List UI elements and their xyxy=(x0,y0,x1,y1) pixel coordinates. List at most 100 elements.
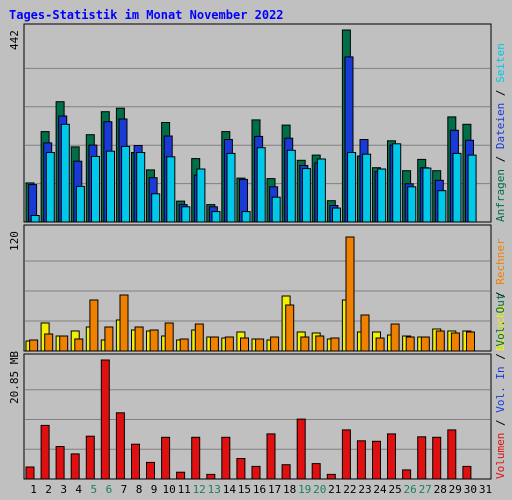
bar-volumen-day-22 xyxy=(341,429,351,480)
hits-panel: 442 Anfragen / Dateien / Seiten xyxy=(8,23,507,223)
x-tick-label: 19 xyxy=(298,483,311,496)
bar-seiten-day-19 xyxy=(301,168,311,223)
legend-item: Rechner xyxy=(494,238,507,285)
bar-volumen-day-19 xyxy=(296,418,306,480)
volume-panel: 20.85 MB Volumen / Vol. In / Vol. Out xyxy=(8,294,507,480)
bar-seiten-day-1 xyxy=(30,215,40,223)
legend-separator: / xyxy=(494,149,507,169)
bar-rechner-day-5 xyxy=(89,299,99,352)
x-tick-label: 25 xyxy=(388,483,401,496)
bar-volumen-day-8 xyxy=(131,443,140,480)
bar-volumen-day-25 xyxy=(387,433,396,480)
bar-seiten-day-2 xyxy=(45,152,55,223)
x-tick-label: 1 xyxy=(30,483,37,496)
bar-volumen-day-21 xyxy=(326,473,336,480)
legend-item: Seiten xyxy=(494,43,507,83)
x-tick-label: 24 xyxy=(373,483,387,496)
legend-item: Volumen xyxy=(494,433,507,479)
bar-volumen-day-9 xyxy=(146,461,155,480)
x-tick-label: 27 xyxy=(419,483,432,496)
bar-rechner-day-30 xyxy=(466,331,475,352)
x-tick-label: 23 xyxy=(358,483,371,496)
bar-seiten-day-16 xyxy=(256,147,266,223)
bar-seiten-day-9 xyxy=(151,193,161,223)
x-tick-label: 31 xyxy=(479,483,492,496)
bar-volumen-day-29 xyxy=(447,429,457,480)
x-tick-label: 12 xyxy=(193,483,206,496)
x-tick-label: 20 xyxy=(313,483,326,496)
bar-seiten-day-23 xyxy=(362,153,372,223)
bar-rechner-day-25 xyxy=(390,323,400,352)
panel-frame xyxy=(23,224,492,352)
bar-rechner-day-14 xyxy=(224,336,234,352)
bar-rechner-day-22 xyxy=(345,236,355,352)
x-tick-label: 5 xyxy=(90,483,97,496)
bar-seiten-day-18 xyxy=(286,149,296,223)
bar-volumen-day-2 xyxy=(40,424,50,480)
legend-text: Anfragen / Dateien / Seiten xyxy=(494,43,507,222)
bar-volumen-day-5 xyxy=(85,435,95,480)
legend-item: Vol. In xyxy=(494,366,507,412)
bar-seiten-day-21 xyxy=(332,207,341,223)
bar-rechner-day-7 xyxy=(119,294,129,352)
x-tick-label: 7 xyxy=(121,483,128,496)
bar-volumen-day-16 xyxy=(251,465,261,480)
bar-seiten-day-27 xyxy=(422,167,432,223)
bar-seiten-day-30 xyxy=(467,154,477,223)
bar-seiten-day-24 xyxy=(377,168,387,223)
bar-rechner-day-6 xyxy=(104,326,114,352)
bar-rechner-day-18 xyxy=(285,304,295,352)
bar-seiten-day-22 xyxy=(347,152,357,223)
legend-separator: / xyxy=(494,347,507,367)
bar-volumen-day-12 xyxy=(191,436,201,480)
x-tick-label: 9 xyxy=(151,483,158,496)
legend-text: Besuche / Rechner xyxy=(494,238,507,351)
bar-volumen-day-30 xyxy=(462,465,472,480)
bar-rechner-day-20 xyxy=(315,335,325,352)
bar-rechner-day-4 xyxy=(74,338,84,352)
x-tick-label: 8 xyxy=(136,483,143,496)
x-tick-label: 13 xyxy=(208,483,221,496)
bar-volumen-day-3 xyxy=(55,446,65,480)
bar-rechner-day-3 xyxy=(59,335,69,352)
x-tick-label: 30 xyxy=(464,483,477,496)
x-tick-label: 17 xyxy=(268,483,281,496)
bar-volumen-day-27 xyxy=(417,436,427,480)
bar-rechner-day-13 xyxy=(209,336,219,352)
legend-item: Dateien xyxy=(494,103,507,149)
bar-seiten-day-7 xyxy=(121,145,131,223)
x-tick-label: 6 xyxy=(106,483,113,496)
bar-seiten-day-6 xyxy=(106,150,115,223)
bar-seiten-day-4 xyxy=(75,185,85,223)
x-tick-label: 2 xyxy=(45,483,52,496)
bar-volumen-day-6 xyxy=(100,359,110,480)
bar-rechner-day-28 xyxy=(435,330,445,352)
bar-volumen-day-7 xyxy=(115,412,125,480)
legend-text: Volumen / Vol. In / Vol. Out xyxy=(494,294,507,479)
visits-panel: 120 Besuche / Rechner xyxy=(8,224,507,352)
bar-volumen-day-1 xyxy=(25,466,35,480)
x-tick-label: 11 xyxy=(178,483,191,496)
y-axis-max-label: 442 xyxy=(8,30,21,50)
bar-seiten-day-20 xyxy=(316,158,326,223)
bar-rechner-day-27 xyxy=(420,336,430,352)
x-tick-label: 14 xyxy=(223,483,237,496)
bar-rechner-day-11 xyxy=(179,338,189,352)
bar-volumen-day-26 xyxy=(402,469,412,480)
bar-rechner-day-23 xyxy=(360,314,370,352)
bar-volumen-day-10 xyxy=(161,436,171,480)
bar-rechner-day-2 xyxy=(44,333,54,352)
bar-rechner-day-10 xyxy=(164,322,174,352)
bar-seiten-day-13 xyxy=(211,211,221,223)
y-axis-max-label: 20.85 MB xyxy=(8,351,21,404)
x-tick-label: 3 xyxy=(60,483,67,496)
legend-separator: / xyxy=(494,285,507,305)
x-tick-label: 15 xyxy=(238,483,251,496)
bar-rechner-day-17 xyxy=(270,336,280,352)
bar-volumen-day-23 xyxy=(356,440,366,480)
bar-seiten-day-29 xyxy=(452,152,462,223)
bar-seiten-day-25 xyxy=(392,143,402,223)
bar-volumen-day-14 xyxy=(221,436,231,480)
x-tick-label: 29 xyxy=(449,483,462,496)
x-tick-label: 21 xyxy=(328,483,341,496)
